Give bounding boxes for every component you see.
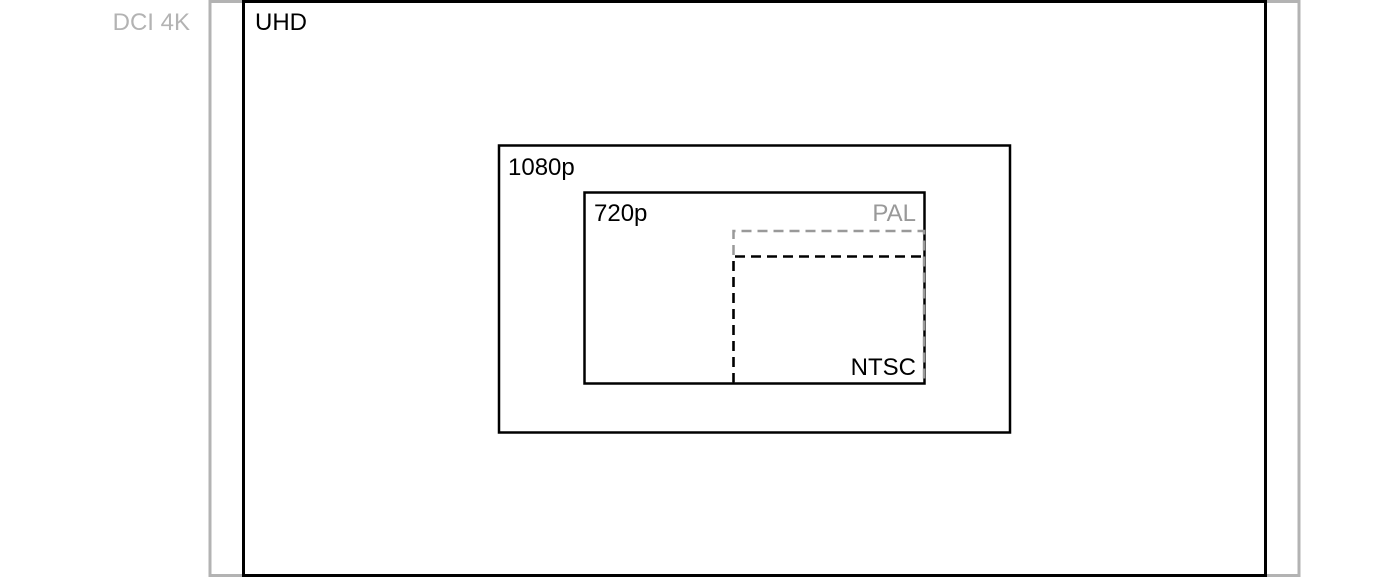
ntsc-label: NTSC bbox=[851, 354, 916, 381]
pal-frame bbox=[732, 229, 926, 383]
hd1080-label: 1080p bbox=[508, 154, 575, 181]
hd1080-frame bbox=[497, 144, 1012, 434]
hd720-label: 720p bbox=[594, 200, 647, 227]
dci4k-label: DCI 4K bbox=[113, 9, 190, 36]
uhd-label: UHD bbox=[255, 9, 307, 36]
hd720-frame bbox=[583, 191, 926, 385]
pal-label: PAL bbox=[872, 200, 916, 227]
dci4k-frame bbox=[208, 0, 1301, 577]
uhd-frame bbox=[242, 0, 1267, 577]
